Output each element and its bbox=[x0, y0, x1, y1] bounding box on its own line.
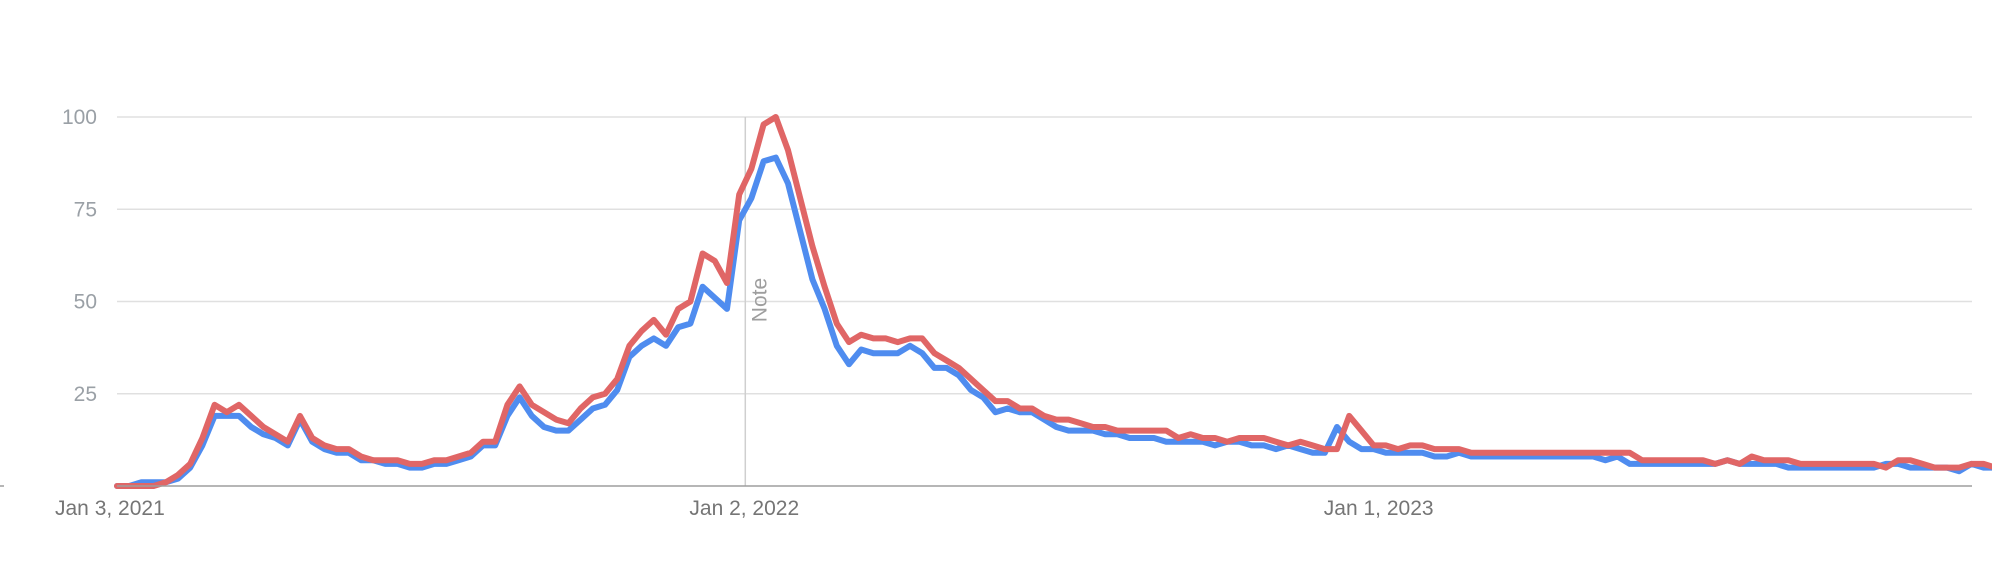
series-line-1 bbox=[114, 154, 1992, 489]
x-tick-label: Jan 1, 2023 bbox=[1324, 497, 1434, 520]
y-tick-label: 25 bbox=[74, 383, 97, 406]
note-label[interactable]: Note bbox=[748, 278, 771, 322]
y-tick-label: 50 bbox=[74, 291, 97, 314]
series-lines bbox=[114, 114, 1992, 489]
gridlines bbox=[117, 116, 1972, 395]
series-line-2 bbox=[114, 114, 1992, 489]
x-tick-label: Jan 2, 2022 bbox=[689, 497, 799, 520]
x-tick-label: Jan 3, 2021 bbox=[55, 497, 165, 520]
y-tick-label: 100 bbox=[62, 106, 97, 129]
axes: 25 50 75 100 Jan 3, 2021 Jan 2, 2022 Jan 1, 20… bbox=[0, 106, 1972, 520]
y-tick-label: 75 bbox=[74, 198, 97, 221]
